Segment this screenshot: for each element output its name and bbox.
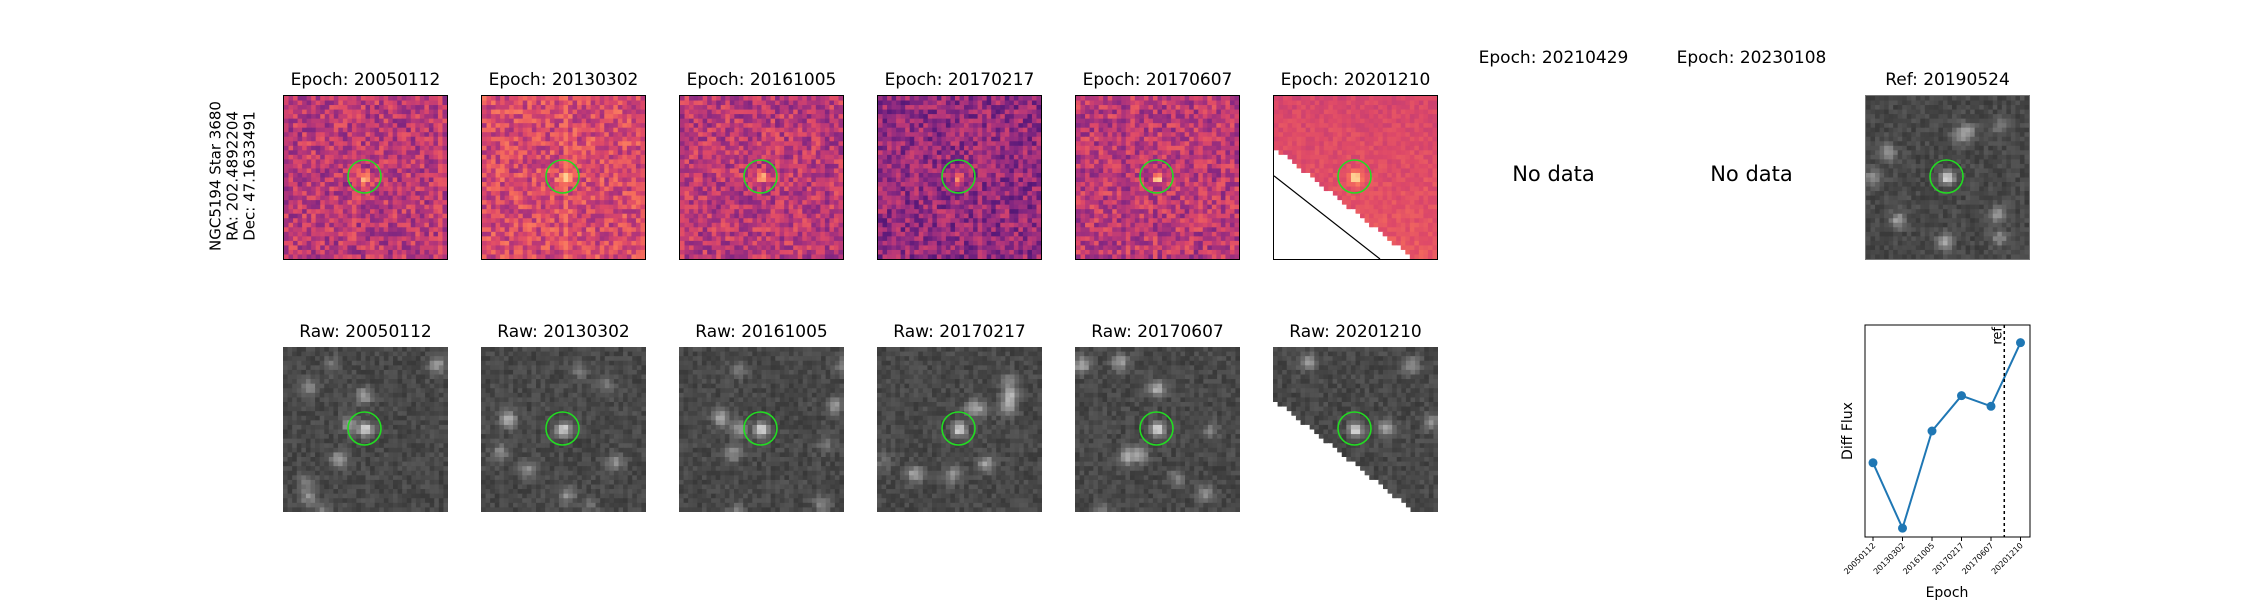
image-edge [1274,175,1381,259]
diff-image-0 [283,95,448,260]
diff-title-4: Epoch: 20170607 [1082,70,1233,90]
target-circle [545,159,580,194]
raw-title-2: Raw: 20161005 [695,322,828,342]
raw-image-5 [1273,347,1438,512]
diff-title-6: Epoch: 20210429 [1478,48,1629,68]
no-data-text-6: No data [1512,162,1595,186]
diff-title-2: Epoch: 20161005 [686,70,837,90]
x-tick-label: 20201210 [1990,541,2025,576]
target-circle [1929,159,1964,194]
target-circle [743,411,778,446]
target-circle [347,159,382,194]
no-data-text-7: No data [1710,162,1793,186]
chart-xlabel: Epoch [1926,585,1969,600]
target-circle [941,411,976,446]
ref-title: Ref: 20190524 [1885,70,2010,90]
series-line [1872,342,2022,532]
raw-title-1: Raw: 20130302 [497,322,630,342]
raw-image-4 [1075,347,1240,512]
target-circle [545,411,580,446]
raw-image-3 [877,347,1042,512]
diff-title-3: Epoch: 20170217 [884,70,1035,90]
raw-title-0: Raw: 20050112 [299,322,432,342]
target-circle [1139,411,1174,446]
target-circle [1337,159,1372,194]
ref-label: ref [1990,327,2005,345]
diff-image-3 [877,95,1042,260]
raw-title-4: Raw: 20170607 [1091,322,1224,342]
diff-image-1 [481,95,646,260]
data-point-20170217 [1957,391,1966,401]
raw-image-2 [679,347,844,512]
diff-title-7: Epoch: 20230108 [1676,48,1827,68]
raw-title-5: Raw: 20201210 [1289,322,1422,342]
target-circle [1139,159,1174,194]
diff-title-5: Epoch: 20201210 [1280,70,1431,90]
data-point-20130302 [1898,523,1907,533]
chart-ylabel: Diff Flux [1840,402,1856,460]
data-point-20161005 [1927,426,1937,436]
chart-frame [1864,324,2031,538]
raw-image-1 [481,347,646,512]
data-point-20170607 [1986,401,1996,411]
target-circle [941,159,976,194]
data-point-20201210 [2016,338,2025,348]
raw-image-0 [283,347,448,512]
raw-title-3: Raw: 20170217 [893,322,1026,342]
target-circle [1337,411,1372,446]
diff-image-2 [679,95,844,260]
diff-title-0: Epoch: 20050112 [290,70,441,90]
diff-image-4 [1075,95,1240,260]
target-circle [743,159,778,194]
diff-image-5 [1273,95,1438,260]
diff-title-1: Epoch: 20130302 [488,70,639,90]
data-point-20050112 [1868,458,1878,468]
target-circle [347,411,382,446]
ref-image [1865,95,2030,260]
